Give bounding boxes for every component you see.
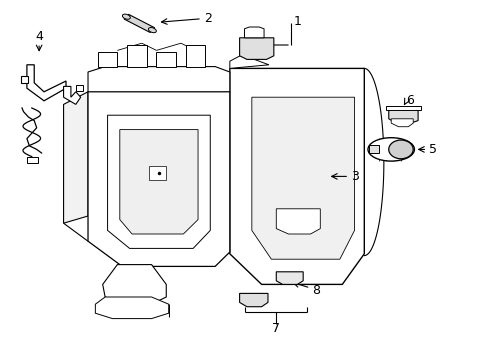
Polygon shape — [102, 265, 166, 304]
Polygon shape — [27, 157, 38, 163]
Ellipse shape — [367, 138, 414, 161]
Polygon shape — [239, 38, 273, 59]
Polygon shape — [95, 297, 168, 319]
Ellipse shape — [388, 140, 412, 159]
Polygon shape — [276, 209, 320, 234]
Polygon shape — [98, 52, 117, 67]
Polygon shape — [21, 76, 28, 83]
Polygon shape — [149, 166, 166, 180]
Polygon shape — [185, 45, 205, 67]
Polygon shape — [124, 14, 154, 32]
Polygon shape — [251, 97, 354, 259]
Polygon shape — [239, 293, 267, 307]
Ellipse shape — [122, 14, 130, 19]
Text: 8: 8 — [311, 284, 319, 297]
Polygon shape — [368, 145, 378, 153]
Polygon shape — [63, 92, 88, 223]
Polygon shape — [386, 106, 420, 110]
Polygon shape — [127, 45, 146, 67]
Polygon shape — [229, 52, 268, 68]
Polygon shape — [276, 272, 303, 284]
Text: 6: 6 — [405, 94, 413, 107]
Text: 3: 3 — [350, 170, 358, 183]
Polygon shape — [88, 67, 229, 101]
Text: 5: 5 — [428, 143, 436, 156]
Text: 4: 4 — [35, 30, 43, 42]
Polygon shape — [244, 27, 264, 38]
Polygon shape — [63, 86, 81, 104]
Polygon shape — [107, 115, 210, 248]
Polygon shape — [156, 52, 176, 67]
Polygon shape — [229, 68, 364, 284]
Polygon shape — [390, 119, 412, 127]
Text: 1: 1 — [293, 15, 301, 28]
Text: 2: 2 — [204, 12, 212, 25]
Polygon shape — [88, 92, 229, 266]
Polygon shape — [120, 130, 198, 234]
Polygon shape — [76, 85, 83, 91]
Polygon shape — [388, 110, 417, 123]
Ellipse shape — [148, 28, 156, 33]
Text: 7: 7 — [272, 322, 280, 335]
Polygon shape — [27, 65, 66, 101]
